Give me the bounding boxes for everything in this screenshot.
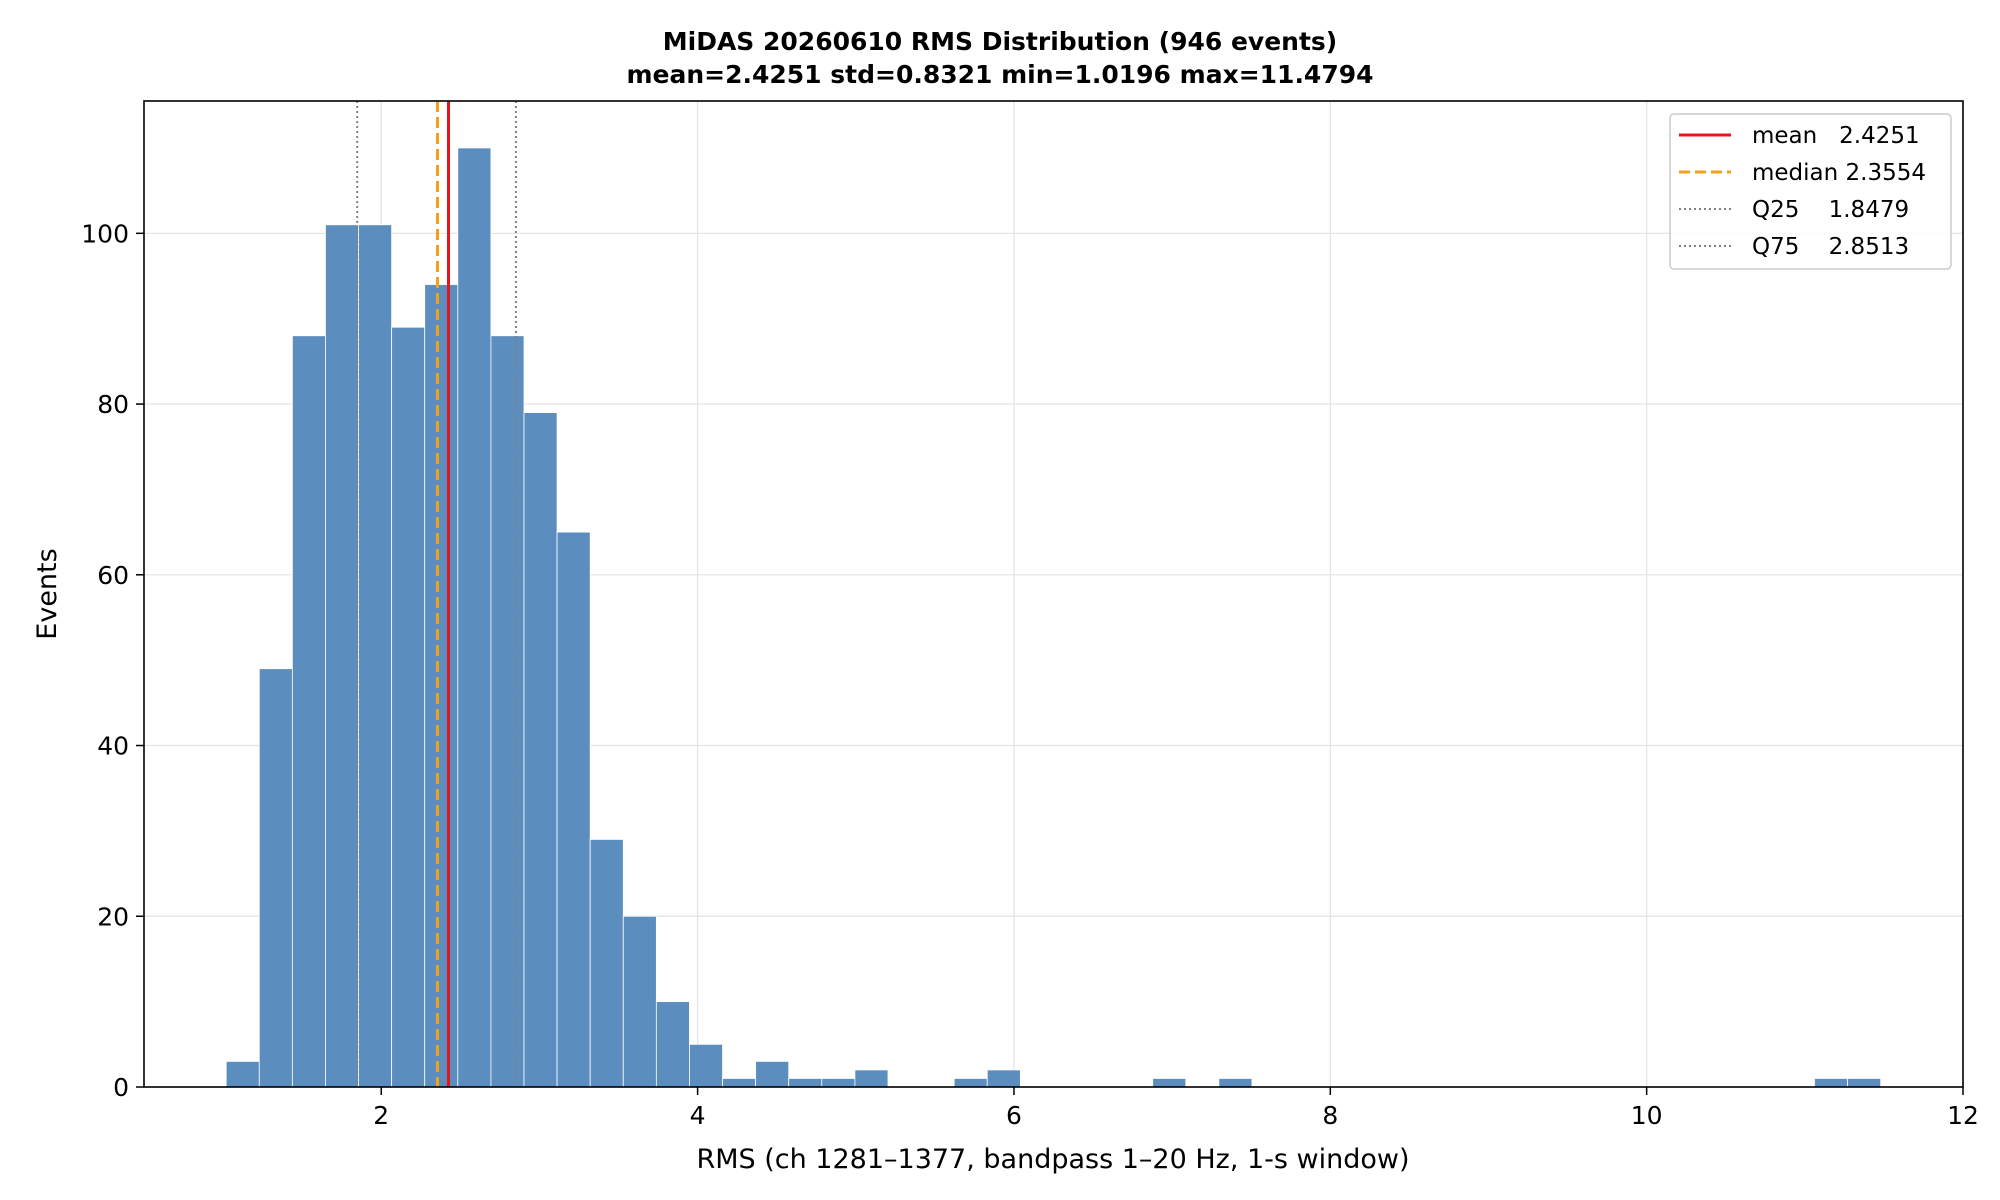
legend: mean 2.4251 median 2.3554 Q25 1.8479 Q75 2.… [1669,113,1952,270]
histogram-bar [953,1078,988,1088]
histogram-bar [523,412,558,1088]
histogram-bar [1814,1078,1848,1088]
x-tick-label: 8 [1322,1101,1338,1130]
x-tick-label: 2 [373,1101,389,1130]
histogram-bar [854,1069,889,1088]
x-tick-label: 6 [1006,1101,1022,1130]
legend-label-1: median 2.3554 [1752,160,1926,186]
x-axis-label: RMS (ch 1281–1377, bandpass 1–20 Hz, 1-s… [696,1144,1409,1175]
histogram-bar [424,284,459,1088]
y-tick-label: 60 [97,561,129,590]
histogram-bar [291,335,326,1088]
y-tick-label: 80 [97,390,129,419]
legend-label-3: Q75 2.8513 [1752,234,1909,260]
y-tick-label: 20 [97,902,129,931]
chart-title: MiDAS 20260610 RMS Distribution (946 eve… [663,27,1337,56]
x-axis-ticks: 2 4 6 8 10 12 [373,1087,1979,1130]
x-tick-label: 10 [1631,1101,1663,1130]
legend-box [1669,113,1952,270]
y-tick-label: 100 [81,219,129,248]
histogram-bar [490,335,525,1088]
histogram-bar [755,1060,790,1088]
y-tick-label: 0 [113,1073,129,1102]
chart-subtitle: mean=2.4251 std=0.8321 min=1.0196 max=11… [626,60,1373,89]
histogram-bar [391,326,426,1088]
histogram-bar [722,1078,757,1088]
histogram-bar [622,915,657,1088]
y-tick-label: 40 [97,732,129,761]
y-axis-ticks: 0 20 40 60 80 100 [81,219,144,1102]
histogram-bar [655,1001,690,1088]
histogram-bar [821,1078,856,1088]
legend-label-2: Q25 1.8479 [1752,197,1909,223]
x-tick-label: 12 [1947,1101,1979,1130]
y-axis-label: Events [32,548,63,639]
histogram-bar [1152,1078,1187,1088]
histogram-bar [457,147,492,1088]
legend-items: mean 2.4251 median 2.3554 Q25 1.8479 Q75 2.… [1679,123,1926,260]
legend-label-0: mean 2.4251 [1752,123,1920,149]
histogram-bar [689,1043,723,1088]
histogram-bar [556,531,591,1088]
histogram-bar [1847,1078,1882,1088]
histogram-bar [788,1078,823,1088]
plot-frame [143,100,1964,1088]
histogram-bar [1218,1078,1253,1088]
histogram-bar [358,224,393,1088]
histogram-bar [589,839,624,1088]
histogram-bar [258,668,293,1088]
histogram-bar [225,1060,260,1088]
reference-lines [356,101,517,1087]
histogram-bar [986,1069,1021,1088]
histogram-bar [325,224,359,1088]
x-tick-label: 4 [690,1101,706,1130]
histogram-bars [225,147,1882,1088]
